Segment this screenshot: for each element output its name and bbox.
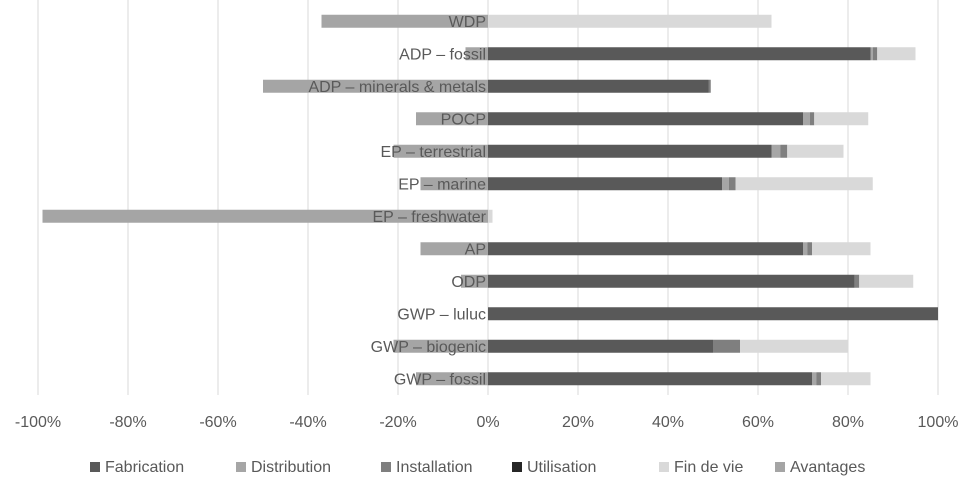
legend-swatch (659, 462, 669, 472)
bar-segment (416, 112, 488, 126)
bar-segment (488, 14, 772, 28)
legend-swatch (381, 462, 391, 472)
category-label: ADP – fossil (399, 46, 486, 63)
bar-segment (771, 144, 781, 158)
bar-segment (722, 177, 729, 191)
bar-segment (803, 242, 808, 256)
legend-label: Utilisation (527, 459, 596, 476)
bar-segment (787, 144, 844, 158)
bar-segment (713, 339, 740, 353)
bar-segment (461, 274, 488, 288)
bar-segment (803, 112, 810, 126)
legend-swatch (512, 462, 522, 472)
legend: Fabrication Distribution Installation Utili… (90, 459, 865, 476)
legend-label: Fabrication (105, 459, 184, 476)
category-label: EP – marine (398, 176, 486, 193)
bar-segment (321, 14, 488, 28)
bar-segment (488, 177, 722, 191)
category-label: EP – freshwater (372, 209, 486, 226)
bar-segment (488, 339, 713, 353)
legend-label: Avantages (790, 459, 865, 476)
category-labels: WDP ADP – fossil ADP – minerals & metals PO… (308, 14, 486, 389)
bar-segment (809, 112, 815, 126)
x-tick-label: -100% (15, 414, 61, 431)
bar-segment (807, 242, 812, 256)
x-tick-label: -60% (199, 414, 236, 431)
bar-segment (488, 242, 803, 256)
bar-segment (812, 372, 817, 386)
category-label: ADP – minerals & metals (308, 79, 486, 96)
x-tick-label: 60% (742, 414, 774, 431)
legend-swatch (90, 462, 100, 472)
bar-segment (488, 47, 871, 61)
legend-label: Fin de vie (674, 459, 743, 476)
bar-segment (42, 209, 488, 223)
bar-segment (872, 47, 878, 61)
legend-swatch (236, 462, 246, 472)
bar-segment (488, 79, 709, 93)
bar-segment (488, 307, 938, 321)
bar-segment (859, 274, 914, 288)
category-label: WDP (449, 14, 486, 31)
x-tick-label: 80% (832, 414, 864, 431)
bar-segment (488, 144, 772, 158)
x-tick-label: 0% (476, 414, 499, 431)
bar-segment (488, 372, 812, 386)
bar-segment (780, 144, 788, 158)
x-tick-labels: -100% -80% -60% -40% -20% 0% 20% 40% 60% 80% 100% (15, 414, 959, 431)
x-tick-label: 20% (562, 414, 594, 431)
legend-swatch (775, 462, 785, 472)
category-label: GWP – biogenic (371, 339, 486, 356)
bar-segment (816, 372, 821, 386)
bar-segment (814, 112, 869, 126)
bar-segment (420, 242, 488, 256)
bar-segment (465, 47, 488, 61)
category-label: GWP – luluc (397, 306, 486, 323)
category-label: AP (465, 241, 486, 258)
bar-segment (870, 47, 873, 61)
gridlines (37, 0, 939, 395)
bar-segment (393, 339, 488, 353)
bar-segment (416, 372, 488, 386)
x-tick-label: 100% (918, 414, 959, 431)
bar-segment (393, 144, 488, 158)
category-label: GWP – fossil (394, 371, 486, 388)
bar-segment (812, 242, 871, 256)
category-label: ODP (451, 274, 486, 291)
x-tick-label: -40% (289, 414, 326, 431)
legend-label: Installation (396, 459, 473, 476)
bar-segment (708, 79, 711, 93)
category-label: POCP (441, 111, 486, 128)
bar-segment (263, 79, 488, 93)
bar-segment (735, 177, 873, 191)
bars (42, 14, 938, 386)
bar-segment (854, 274, 860, 288)
category-label: EP – terrestrial (380, 144, 486, 161)
bar-segment (728, 177, 736, 191)
bar-segment (821, 372, 871, 386)
bar-segment (488, 209, 493, 223)
bar-segment (877, 47, 916, 61)
bar-segment (740, 339, 848, 353)
x-tick-label: -20% (379, 414, 416, 431)
bar-segment (488, 274, 855, 288)
legend-label: Distribution (251, 459, 331, 476)
bar-segment (488, 112, 803, 126)
x-tick-label: -80% (109, 414, 146, 431)
bar-segment (420, 177, 488, 191)
x-tick-label: 40% (652, 414, 684, 431)
